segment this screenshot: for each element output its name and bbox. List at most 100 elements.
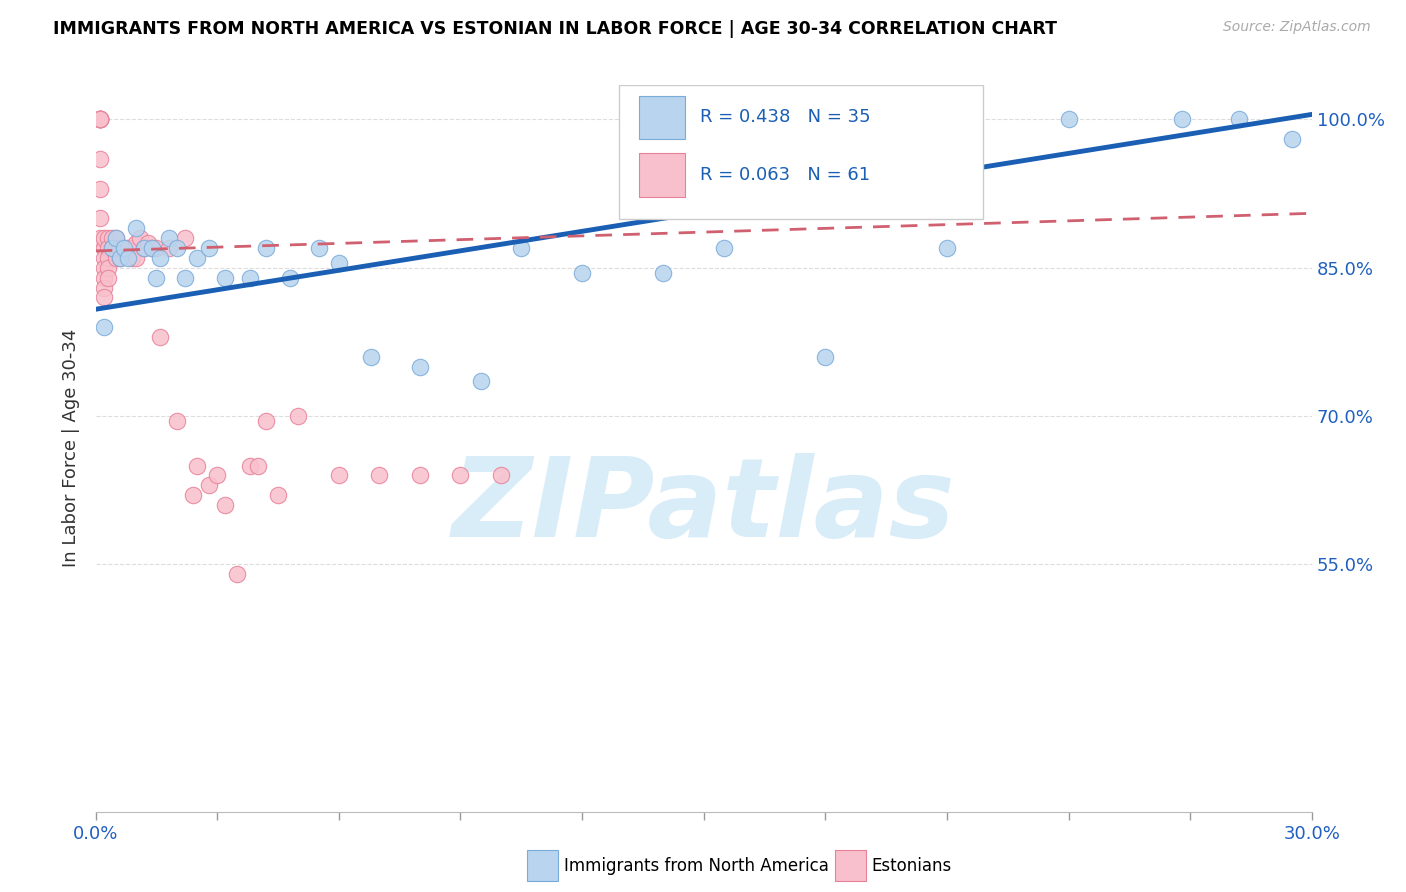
Point xyxy=(97,241,120,255)
Point xyxy=(134,241,156,255)
Point xyxy=(117,241,139,255)
Point xyxy=(125,221,148,235)
Point xyxy=(328,468,350,483)
Point xyxy=(93,231,115,245)
Point xyxy=(89,112,111,127)
Point xyxy=(125,235,148,250)
Point xyxy=(89,152,111,166)
Point xyxy=(145,270,167,285)
Point xyxy=(93,270,115,285)
Point xyxy=(104,251,127,265)
Point xyxy=(89,112,111,127)
Point xyxy=(186,251,208,265)
Point xyxy=(409,468,432,483)
Point xyxy=(89,112,111,127)
Point xyxy=(450,468,472,483)
Point xyxy=(214,270,236,285)
Point xyxy=(181,488,204,502)
Point xyxy=(254,414,277,428)
Point xyxy=(108,251,131,265)
Text: R = 0.063   N = 61: R = 0.063 N = 61 xyxy=(700,166,870,184)
Point xyxy=(93,241,115,255)
Point xyxy=(134,241,156,255)
Point xyxy=(713,241,735,255)
Text: IMMIGRANTS FROM NORTH AMERICA VS ESTONIAN IN LABOR FORCE | AGE 30-34 CORRELATION: IMMIGRANTS FROM NORTH AMERICA VS ESTONIA… xyxy=(53,20,1057,37)
Point xyxy=(267,488,290,502)
Point xyxy=(93,290,115,304)
Point xyxy=(101,241,124,255)
Point xyxy=(108,241,131,255)
Point xyxy=(814,350,837,364)
Point xyxy=(136,235,159,250)
Point xyxy=(214,498,236,512)
Point xyxy=(1057,112,1080,127)
Point xyxy=(1227,112,1250,127)
Point xyxy=(409,359,432,374)
Point xyxy=(97,270,120,285)
Point xyxy=(207,468,229,483)
Point xyxy=(489,468,512,483)
Point xyxy=(287,409,309,423)
Point xyxy=(129,231,152,245)
Point xyxy=(125,251,148,265)
Point xyxy=(239,458,262,473)
Text: Estonians: Estonians xyxy=(872,857,952,875)
Point xyxy=(97,251,120,265)
Point xyxy=(117,241,139,255)
Point xyxy=(104,241,127,255)
Point xyxy=(278,270,301,285)
Point xyxy=(571,266,593,280)
Point xyxy=(97,231,120,245)
Point xyxy=(101,231,124,245)
Text: R = 0.438   N = 35: R = 0.438 N = 35 xyxy=(700,109,870,127)
Point xyxy=(141,241,163,255)
Text: Source: ZipAtlas.com: Source: ZipAtlas.com xyxy=(1223,20,1371,34)
Point xyxy=(308,241,330,255)
Point xyxy=(166,414,188,428)
Point xyxy=(166,241,188,255)
Point xyxy=(141,241,163,255)
FancyBboxPatch shape xyxy=(640,153,686,196)
Point xyxy=(93,320,115,334)
Point xyxy=(1281,132,1303,146)
Point xyxy=(368,468,391,483)
Point xyxy=(93,280,115,294)
Point xyxy=(470,375,492,389)
FancyBboxPatch shape xyxy=(619,85,983,219)
Point xyxy=(104,231,127,245)
Point xyxy=(254,241,277,255)
Text: ZIPatlas: ZIPatlas xyxy=(451,453,956,560)
Point xyxy=(117,251,139,265)
Point xyxy=(173,231,195,245)
Point xyxy=(97,260,120,275)
Point xyxy=(89,112,111,127)
Point xyxy=(328,256,350,270)
Point xyxy=(1171,112,1194,127)
Point xyxy=(121,251,143,265)
Point xyxy=(173,270,195,285)
Point xyxy=(89,231,111,245)
Point xyxy=(145,241,167,255)
Point xyxy=(89,181,111,195)
Point xyxy=(360,350,382,364)
Y-axis label: In Labor Force | Age 30-34: In Labor Force | Age 30-34 xyxy=(62,329,80,567)
Point xyxy=(246,458,269,473)
Point xyxy=(89,112,111,127)
Point xyxy=(186,458,208,473)
Point xyxy=(652,266,675,280)
Point xyxy=(510,241,533,255)
Point xyxy=(89,211,111,226)
Point xyxy=(93,251,115,265)
Point xyxy=(226,567,249,582)
Point xyxy=(101,241,124,255)
Point xyxy=(198,478,221,492)
Point xyxy=(108,251,131,265)
Point xyxy=(104,231,127,245)
Text: Immigrants from North America: Immigrants from North America xyxy=(564,857,828,875)
Point xyxy=(89,112,111,127)
Point xyxy=(112,241,135,255)
Point xyxy=(93,260,115,275)
Point xyxy=(157,231,180,245)
Point xyxy=(149,330,172,344)
Point xyxy=(112,241,135,255)
